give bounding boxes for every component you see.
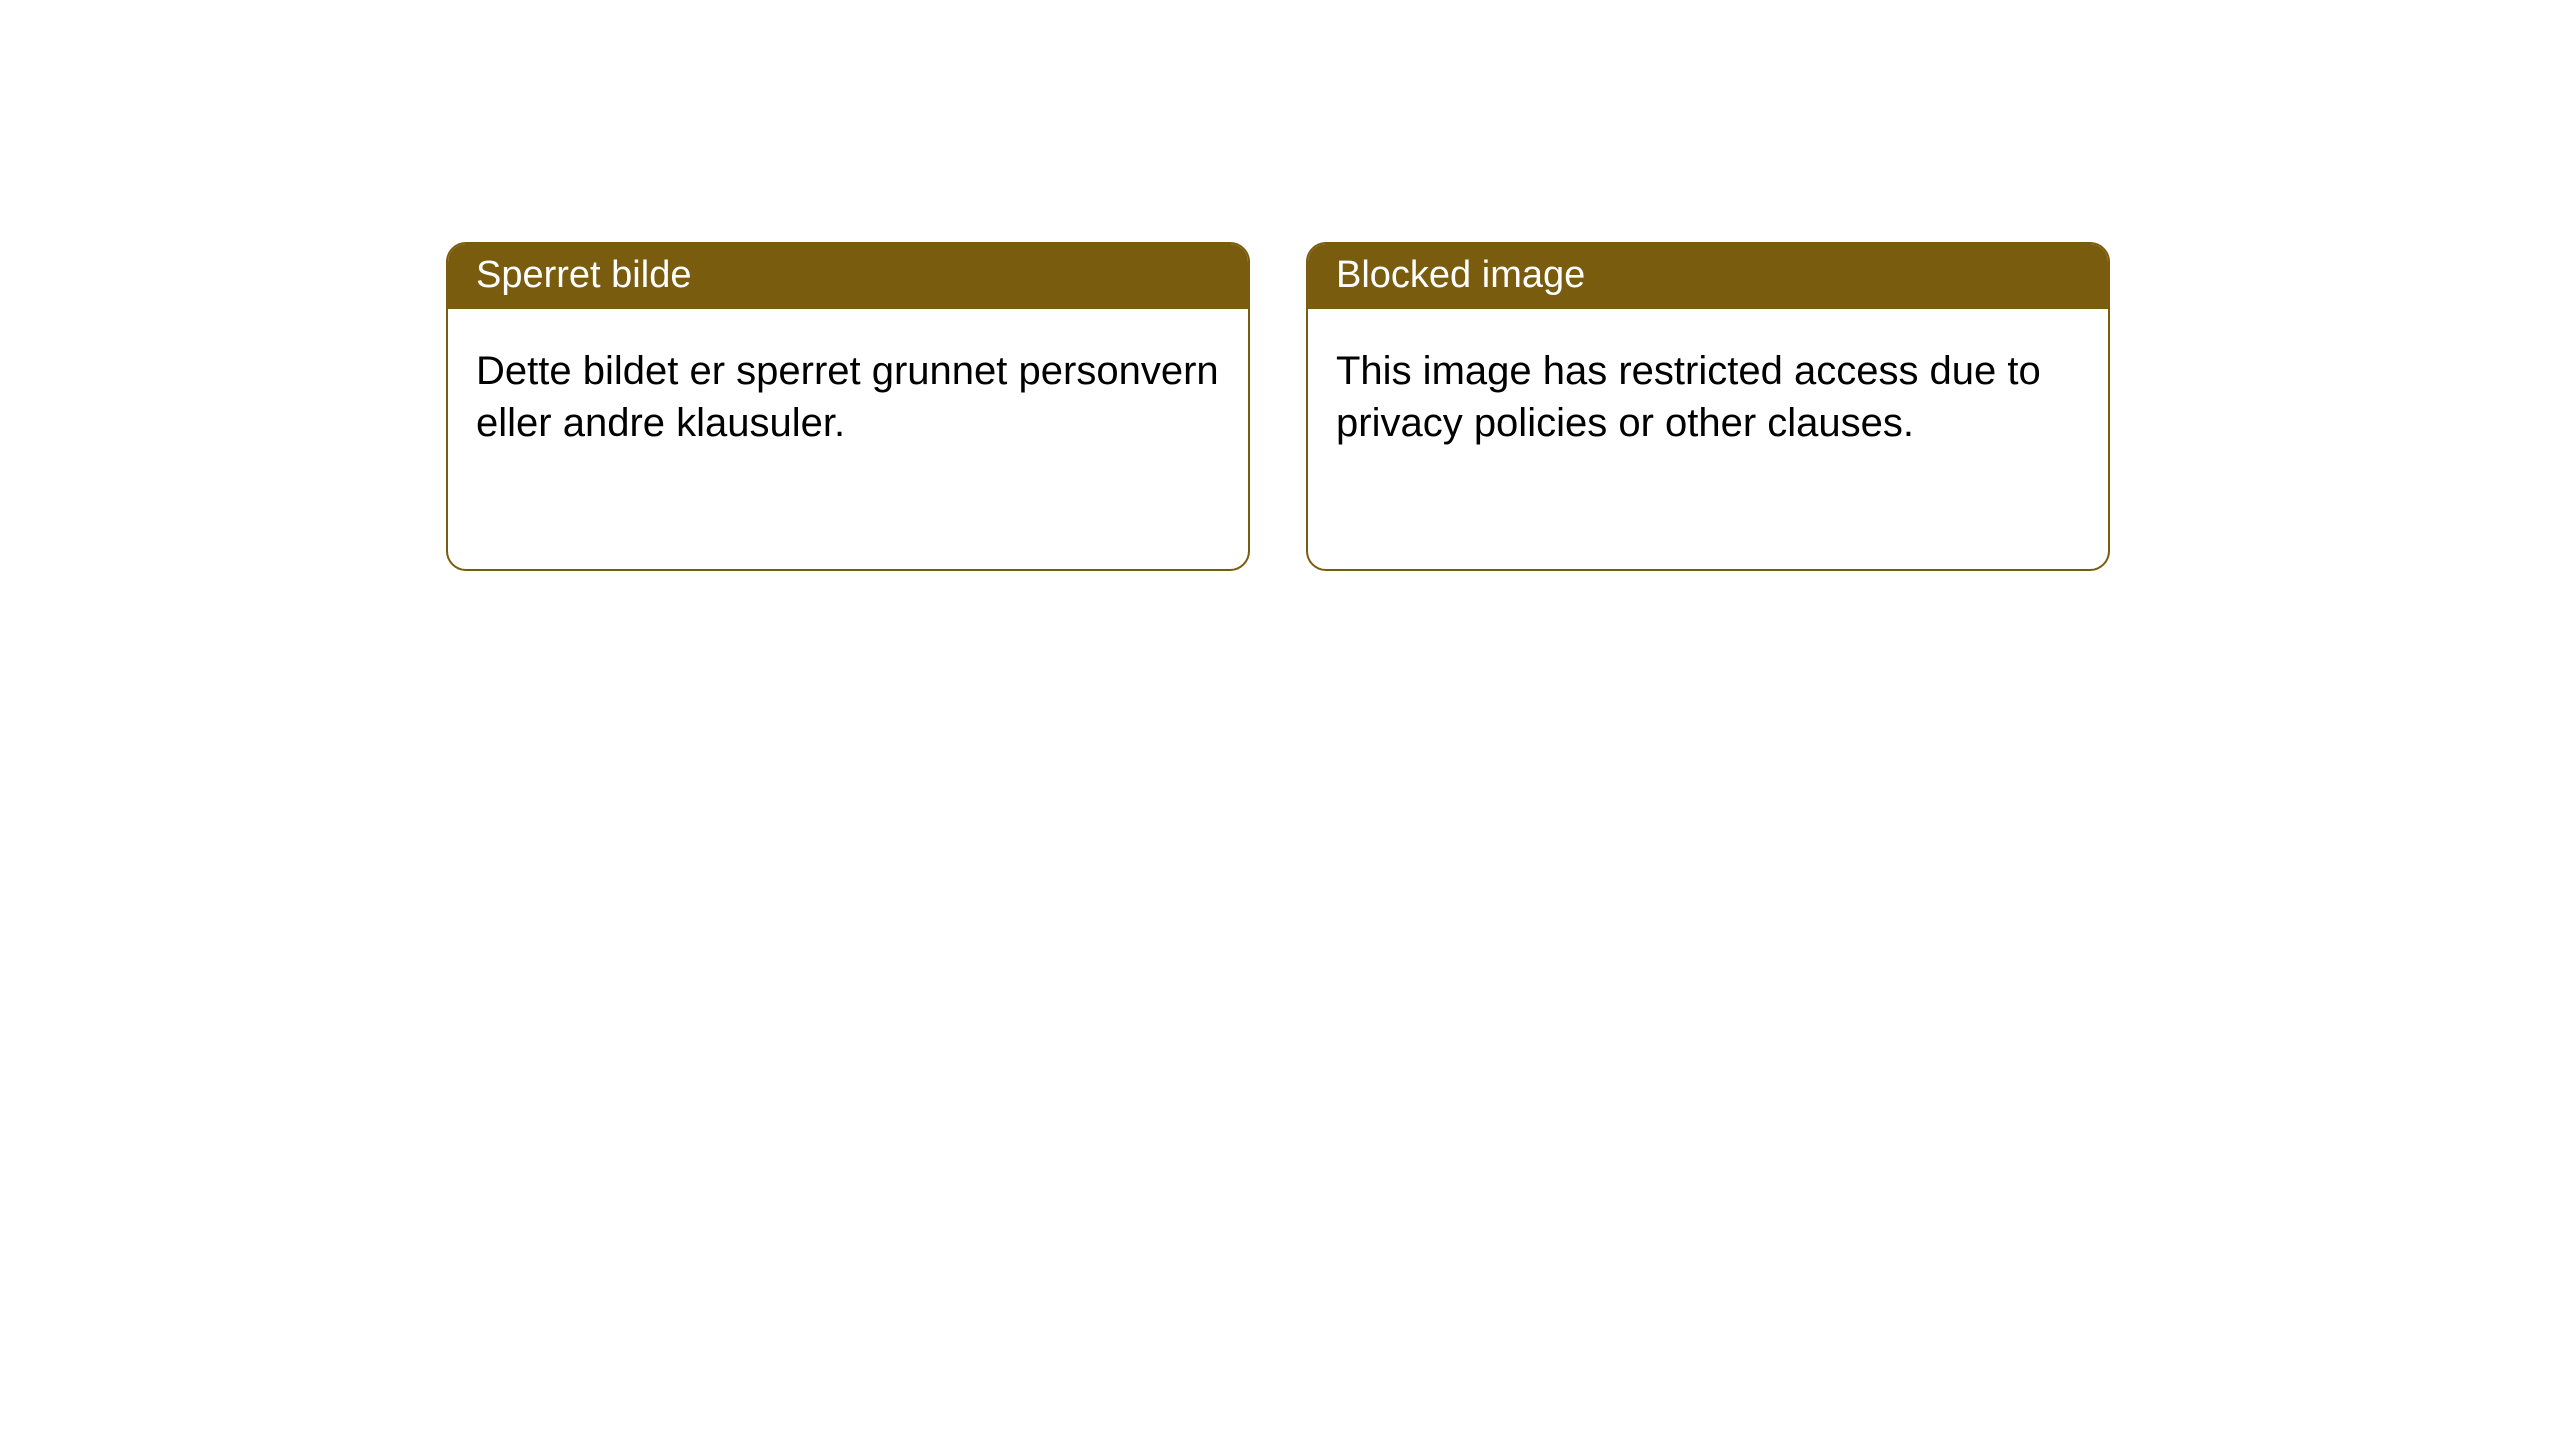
- card-title: Blocked image: [1336, 254, 1585, 296]
- notice-card-english: Blocked image This image has restricted …: [1306, 242, 2110, 571]
- card-header: Blocked image: [1308, 244, 2108, 309]
- card-body-text: Dette bildet er sperret grunnet personve…: [476, 349, 1219, 445]
- card-title: Sperret bilde: [476, 254, 691, 296]
- card-body-text: This image has restricted access due to …: [1336, 349, 2041, 445]
- notice-cards-row: Sperret bilde Dette bildet er sperret gr…: [446, 242, 2110, 571]
- card-body: Dette bildet er sperret grunnet personve…: [448, 309, 1248, 569]
- card-body: This image has restricted access due to …: [1308, 309, 2108, 569]
- notice-card-norwegian: Sperret bilde Dette bildet er sperret gr…: [446, 242, 1250, 571]
- card-header: Sperret bilde: [448, 244, 1248, 309]
